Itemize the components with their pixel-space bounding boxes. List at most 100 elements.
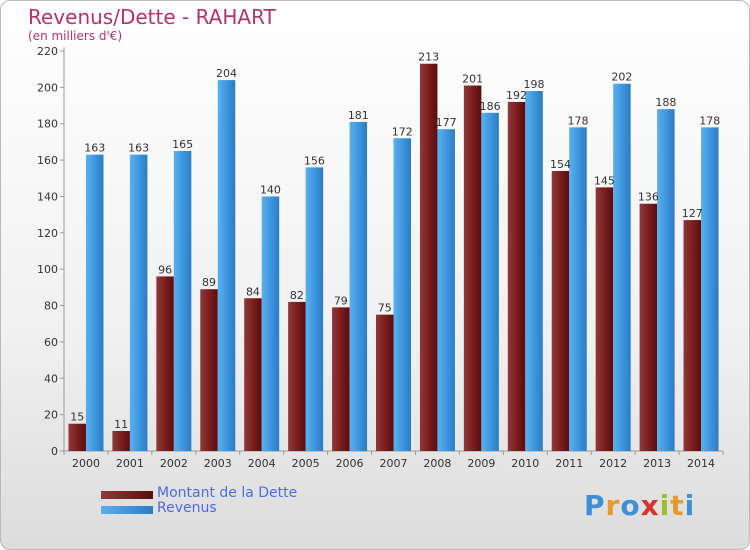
x-tick-label: 2012	[599, 457, 627, 470]
data-label-debt-2005: 82	[290, 289, 304, 302]
data-label-revenue-2004: 140	[260, 183, 281, 196]
x-tick-label: 2006	[336, 457, 364, 470]
data-label-debt-2008: 213	[418, 51, 439, 64]
y-tick-label: 220	[37, 45, 58, 58]
data-label-debt-2014: 127	[682, 207, 703, 220]
bar-debt-2008	[419, 63, 438, 452]
x-tick-label: 2010	[511, 457, 539, 470]
bar-revenue-2011	[569, 127, 587, 451]
chart-subtitle: (en milliers d'€)	[28, 29, 123, 43]
x-tick-label: 2007	[380, 457, 408, 470]
data-label-revenue-2003: 204	[216, 67, 237, 80]
bar-debt-2011	[551, 171, 570, 451]
logo-letter: x	[640, 489, 660, 522]
bar-revenue-2000	[85, 154, 104, 452]
bar-debt-2014	[683, 220, 702, 451]
bar-debt-2004	[244, 298, 262, 451]
bar-revenue-2006	[349, 121, 368, 451]
data-label-revenue-2008: 177	[436, 116, 457, 129]
data-label-debt-2003: 89	[202, 276, 216, 289]
y-tick-label: 40	[44, 372, 58, 385]
y-tick-label: 60	[44, 336, 58, 349]
bar-debt-2000	[68, 423, 86, 451]
y-tick-label: 140	[37, 190, 58, 203]
data-label-debt-2004: 84	[246, 285, 260, 298]
data-label-debt-2010: 192	[506, 89, 527, 102]
bar-debt-2001	[112, 431, 130, 451]
bar-debt-2013	[639, 203, 658, 451]
data-label-revenue-2012: 202	[611, 71, 632, 84]
y-tick-label: 100	[37, 263, 58, 276]
data-label-revenue-2005: 156	[304, 154, 325, 167]
logo-letter: o	[620, 489, 641, 522]
data-label-revenue-2001: 163	[128, 142, 149, 155]
data-label-revenue-2011: 178	[567, 114, 588, 127]
data-label-revenue-2014: 178	[699, 114, 720, 127]
y-tick-label: 0	[51, 445, 58, 458]
legend-label-debt: Montant de la Dette	[157, 485, 298, 501]
x-tick-label: 2001	[116, 457, 144, 470]
chart-title: Revenus/Dette - RAHART	[28, 5, 276, 29]
x-tick-label: 2009	[467, 457, 495, 470]
logo-letter: r	[605, 489, 621, 522]
bar-debt-2003	[200, 289, 218, 451]
data-label-revenue-2009: 186	[480, 100, 501, 113]
legend-swatch-revenue	[101, 506, 153, 514]
bar-revenue-2012	[613, 83, 631, 452]
x-tick-label: 2014	[687, 457, 715, 470]
bar-revenue-2007	[393, 138, 411, 452]
bar-revenue-2013	[657, 109, 675, 451]
bar-debt-2009	[463, 85, 482, 451]
x-tick-label: 2002	[160, 457, 188, 470]
logo-letter: P	[584, 489, 606, 522]
x-tick-label: 2011	[555, 457, 583, 470]
data-label-debt-2012: 145	[594, 174, 615, 187]
data-label-debt-2011: 154	[550, 158, 571, 171]
y-tick-label: 200	[37, 81, 58, 94]
y-tick-label: 160	[37, 154, 58, 167]
bar-revenue-2003	[217, 80, 236, 451]
y-tick-label: 180	[37, 118, 58, 131]
logo-letter: t	[670, 489, 685, 522]
data-label-debt-2002: 96	[158, 263, 172, 276]
x-tick-label: 2003	[204, 457, 232, 470]
data-label-revenue-2002: 165	[172, 138, 193, 151]
bar-revenue-2002	[173, 151, 192, 451]
bar-debt-2006	[332, 307, 350, 451]
data-label-debt-2000: 15	[70, 411, 84, 424]
data-label-revenue-2010: 198	[524, 78, 545, 91]
y-tick-label: 20	[44, 409, 58, 422]
bar-revenue-2009	[481, 112, 499, 452]
x-tick-label: 2013	[643, 457, 671, 470]
data-label-debt-2006: 79	[334, 294, 348, 307]
data-label-debt-2009: 201	[462, 73, 483, 86]
bar-revenue-2008	[437, 129, 455, 451]
bar-debt-2005	[288, 301, 306, 451]
x-tick-label: 2000	[72, 457, 100, 470]
data-label-revenue-2000: 163	[84, 142, 105, 155]
y-tick-label: 120	[37, 227, 58, 240]
data-label-revenue-2007: 172	[392, 125, 413, 138]
y-tick-label: 80	[44, 300, 58, 313]
bar-debt-2007	[376, 314, 394, 451]
data-label-revenue-2006: 181	[348, 109, 369, 122]
data-label-revenue-2013: 188	[655, 96, 676, 109]
bar-revenue-2001	[129, 154, 148, 452]
bar-debt-2010	[507, 101, 526, 451]
x-tick-label: 2005	[292, 457, 320, 470]
data-label-debt-2007: 75	[378, 302, 392, 315]
proxiti-logo: Proxiti	[584, 489, 695, 522]
data-label-debt-2001: 11	[114, 418, 128, 431]
x-tick-label: 2008	[423, 457, 451, 470]
legend-label-revenue: Revenus	[157, 500, 217, 516]
bar-revenue-2004	[261, 196, 280, 451]
legend-swatch-debt	[101, 491, 153, 499]
bar-revenue-2014	[701, 127, 719, 451]
bar-debt-2002	[156, 276, 174, 451]
x-tick-label: 2004	[248, 457, 276, 470]
bar-debt-2012	[595, 187, 614, 451]
bar-revenue-2010	[525, 91, 543, 451]
logo-letter: i	[684, 489, 696, 522]
